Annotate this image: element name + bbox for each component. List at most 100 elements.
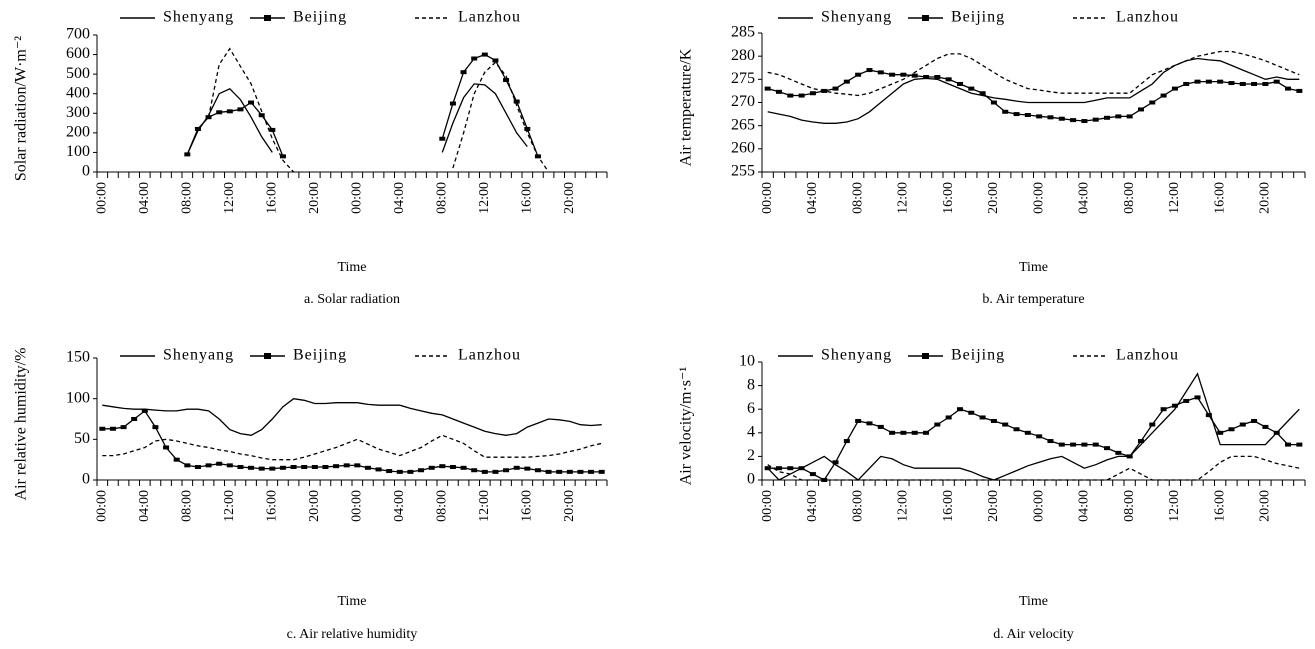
series-marker	[775, 89, 782, 94]
series-marker	[194, 126, 201, 131]
legend-label: Shenyang	[163, 9, 234, 26]
x-tick-label: 08:00	[435, 182, 450, 214]
legend-label: Beijing	[293, 347, 347, 364]
y-tick-label: 280	[731, 47, 755, 64]
x-axis-label: Time	[337, 260, 366, 275]
series-marker	[832, 86, 839, 91]
series-marker	[1285, 442, 1292, 447]
x-tick-label: 04:00	[805, 182, 820, 214]
series-marker	[194, 464, 201, 469]
series-marker	[911, 73, 918, 78]
series-marker	[428, 465, 435, 470]
series-marker	[534, 468, 541, 473]
series-marker	[798, 466, 805, 471]
series-marker	[364, 465, 371, 470]
series-line	[767, 372, 1300, 481]
legend-marker	[264, 353, 271, 359]
x-tick-label: 08:00	[850, 490, 865, 522]
series-marker	[407, 469, 414, 474]
series-marker	[764, 466, 771, 471]
series-marker	[598, 469, 605, 474]
series-marker	[1137, 107, 1144, 112]
y-tick-label: 100	[66, 143, 90, 160]
series-marker	[1115, 114, 1122, 119]
x-tick-label: 20:00	[307, 182, 322, 214]
series-marker	[764, 86, 771, 91]
series-marker	[556, 469, 563, 474]
series-marker	[843, 79, 850, 84]
series-marker	[798, 93, 805, 98]
series-marker	[322, 464, 329, 469]
series-marker	[141, 408, 148, 413]
legend-label: Lanzhou	[458, 347, 521, 364]
series-marker	[449, 464, 456, 469]
series-marker	[1036, 114, 1043, 119]
series-marker	[577, 469, 584, 474]
series-marker	[471, 56, 478, 61]
series-marker	[787, 93, 794, 98]
y-tick-label: 8	[747, 376, 755, 393]
series-marker	[258, 466, 265, 471]
series-marker	[481, 52, 488, 57]
series-line	[767, 396, 1300, 481]
series-marker	[832, 460, 839, 465]
y-tick-label: 265	[731, 116, 755, 133]
series-marker	[968, 410, 975, 415]
series-marker	[1047, 115, 1054, 120]
series-marker	[1171, 86, 1178, 91]
x-tick-label: 16:00	[941, 182, 956, 214]
series-marker	[1058, 442, 1065, 447]
x-tick-label: 12:00	[477, 182, 492, 214]
series-marker	[524, 126, 531, 131]
series-marker	[1194, 79, 1201, 84]
x-tick-label: 20:00	[1258, 490, 1273, 522]
series-marker	[911, 430, 918, 435]
series-marker	[418, 468, 425, 473]
series-marker	[956, 407, 963, 412]
series-marker	[1262, 424, 1269, 429]
series-marker	[258, 113, 265, 118]
y-tick-label: 300	[66, 104, 90, 121]
x-tick-label: 08:00	[850, 182, 865, 214]
series-marker	[354, 463, 361, 468]
series-marker	[889, 430, 896, 435]
series-marker	[1160, 93, 1167, 98]
x-tick-label: 12:00	[222, 490, 237, 522]
series-marker	[1070, 442, 1077, 447]
series-marker	[855, 419, 862, 423]
x-tick-label: 00:00	[95, 182, 110, 214]
series-line	[207, 47, 550, 173]
x-tick-label: 04:00	[1077, 490, 1092, 522]
series-line	[767, 455, 1300, 481]
series-marker	[1239, 422, 1246, 427]
x-tick-label: 12:00	[222, 182, 237, 214]
series-marker	[877, 70, 884, 75]
series-marker	[237, 107, 244, 112]
y-tick-label: 260	[731, 140, 755, 157]
legend-label: Beijing	[951, 9, 1005, 26]
series-marker	[1251, 81, 1258, 86]
series-marker	[460, 70, 467, 75]
series-marker	[809, 91, 816, 96]
series-marker	[279, 154, 286, 159]
x-tick-label: 08:00	[1122, 490, 1137, 522]
series-marker	[396, 469, 403, 474]
series-marker	[226, 463, 233, 468]
series-marker	[1137, 439, 1144, 444]
series-marker	[152, 425, 159, 430]
series-marker	[900, 430, 907, 435]
y-tick-label: 2	[747, 447, 755, 464]
y-axis-label: Solar radiation/W·m⁻²	[13, 36, 30, 181]
series-marker	[1047, 439, 1054, 444]
series-marker	[237, 464, 244, 469]
series-marker	[775, 466, 782, 471]
x-tick-label: 00:00	[350, 182, 365, 214]
series-marker	[934, 422, 941, 427]
series-marker	[375, 467, 382, 472]
series-marker	[1081, 119, 1088, 124]
x-tick-label: 12:00	[896, 490, 911, 522]
x-tick-label: 08:00	[1122, 182, 1137, 214]
series-marker	[1183, 398, 1190, 403]
legend-label: Lanzhou	[458, 9, 521, 26]
series-marker	[1217, 79, 1224, 84]
